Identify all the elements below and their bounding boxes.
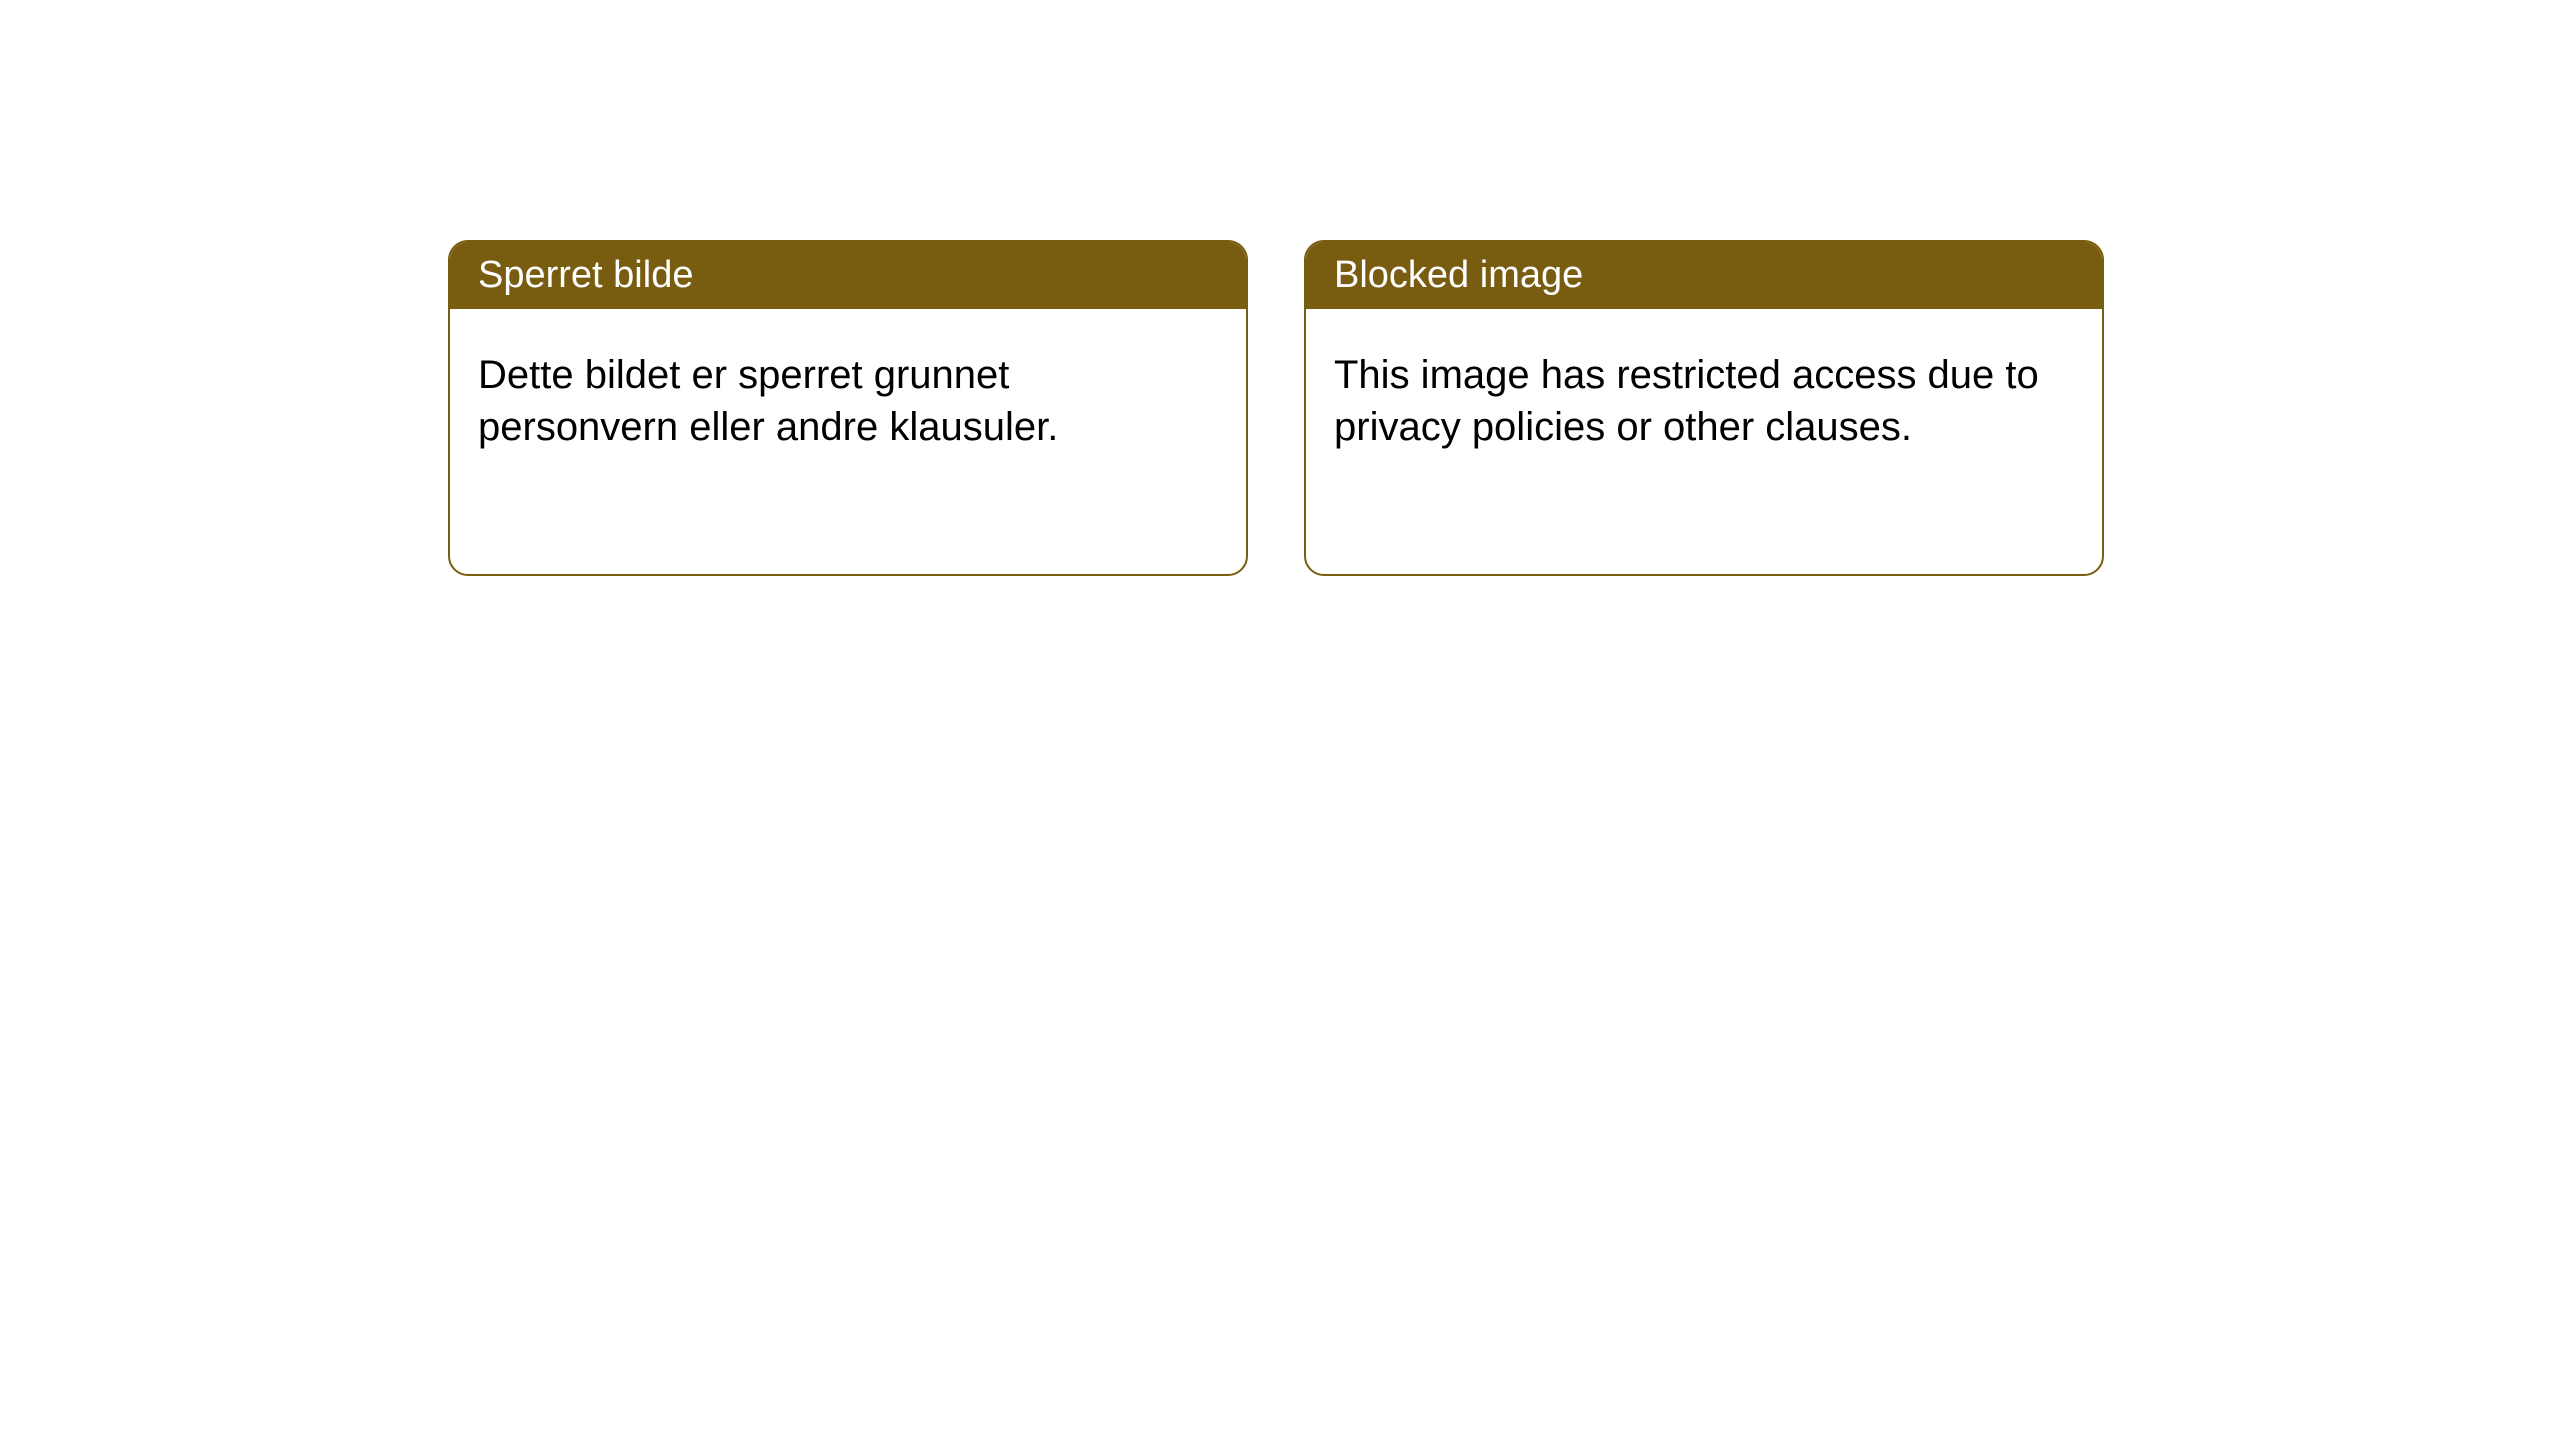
card-message: This image has restricted access due to … <box>1334 353 2039 449</box>
notice-card-english: Blocked image This image has restricted … <box>1304 240 2104 576</box>
card-body: This image has restricted access due to … <box>1306 309 2102 493</box>
notice-card-norwegian: Sperret bilde Dette bildet er sperret gr… <box>448 240 1248 576</box>
card-title: Blocked image <box>1334 254 1583 296</box>
card-title: Sperret bilde <box>478 254 693 296</box>
card-header: Blocked image <box>1306 242 2102 309</box>
notice-container: Sperret bilde Dette bildet er sperret gr… <box>448 240 2104 576</box>
card-header: Sperret bilde <box>450 242 1246 309</box>
card-body: Dette bildet er sperret grunnet personve… <box>450 309 1246 493</box>
card-message: Dette bildet er sperret grunnet personve… <box>478 353 1058 449</box>
